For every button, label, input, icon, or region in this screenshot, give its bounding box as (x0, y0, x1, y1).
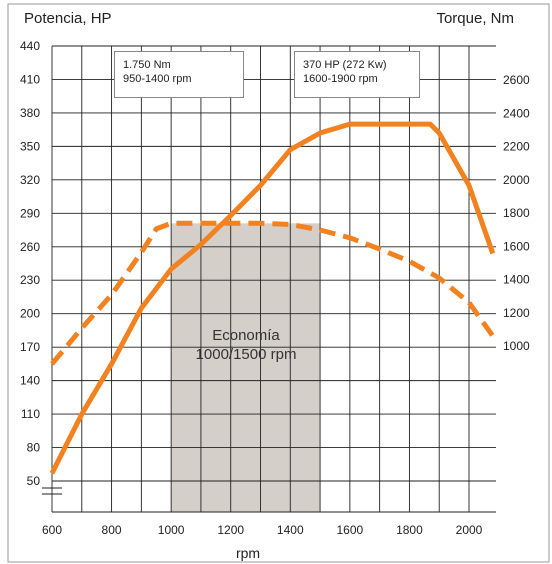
x-tick-label: 2000 (456, 523, 483, 537)
x-tick-label: 1200 (217, 523, 244, 537)
x-tick-label: 800 (102, 523, 122, 537)
left-tick-label: 410 (20, 72, 40, 86)
right-tick-label: 1600 (503, 239, 530, 253)
torque-annotation-rpm: 950-1400 rpm (123, 73, 192, 85)
right-tick-label: 2000 (503, 173, 530, 187)
power-curve (49, 121, 496, 475)
power-annotation-value: 370 HP (272 Kw) (303, 59, 387, 71)
x-tick-label: 1600 (337, 523, 364, 537)
torque-annotation: 1.750 Nm 950-1400 rpm (114, 51, 244, 98)
economy-label: Economía 1000/1500 rpm (172, 326, 320, 364)
x-tick-label: 1400 (277, 523, 304, 537)
left-tick-label: 230 (20, 273, 40, 287)
x-tick-label: 600 (42, 523, 62, 537)
economy-label-title: Economía (212, 327, 280, 344)
left-axis-title: Potencia, HP (24, 10, 112, 27)
left-tick-label: 320 (20, 173, 40, 187)
x-axis-label: rpm (235, 545, 261, 561)
torque-annotation-value: 1.750 Nm (123, 59, 171, 71)
x-tick-label: 1000 (158, 523, 185, 537)
figure-frame (7, 3, 550, 563)
left-tick-label: 140 (20, 374, 40, 388)
left-tick-label: 170 (20, 340, 40, 354)
left-tick-label: 440 (20, 39, 40, 53)
power-annotation-rpm: 1600-1900 rpm (303, 73, 378, 85)
torque-curve (50, 220, 495, 366)
right-tick-label: 1200 (503, 306, 530, 320)
right-tick-label: 2600 (503, 73, 530, 87)
economy-label-range: 1000/1500 rpm (195, 346, 297, 363)
left-tick-label: 110 (21, 407, 40, 421)
left-tick-label: 80 (27, 441, 41, 455)
right-tick-label: 1800 (503, 206, 530, 220)
left-tick-label: 50 (27, 474, 41, 488)
power-annotation: 370 HP (272 Kw) 1600-1900 rpm (294, 51, 420, 98)
right-tick-label: 1400 (503, 273, 530, 287)
left-tick-label: 290 (20, 206, 40, 220)
left-tick-label: 380 (20, 106, 40, 120)
left-tick-label: 260 (20, 240, 40, 254)
x-tick-label: 1800 (396, 523, 423, 537)
right-tick-label: 1000 (503, 339, 530, 353)
economy-region (171, 223, 321, 512)
right-axis-title: Torque, Nm (436, 10, 514, 27)
right-tick-label: 2200 (503, 140, 530, 154)
left-tick-label: 200 (20, 307, 40, 321)
left-tick-label: 350 (20, 139, 40, 153)
right-tick-label: 2400 (503, 106, 530, 120)
